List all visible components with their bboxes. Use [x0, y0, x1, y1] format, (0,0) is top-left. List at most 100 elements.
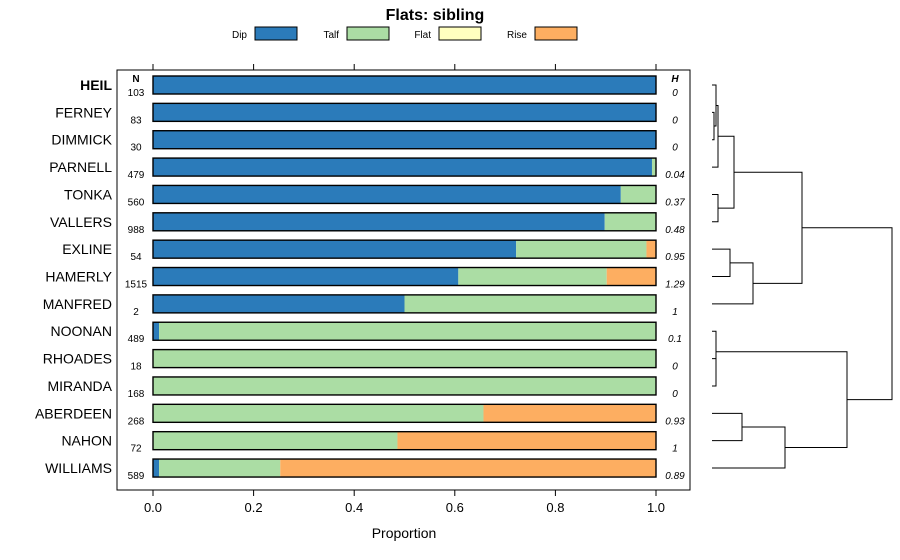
bar-segment-exline-rise — [646, 240, 656, 259]
dendrogram-link-13 — [802, 227, 893, 401]
row-h-rhoades: 0 — [672, 362, 678, 373]
bar-outline-manfred — [152, 294, 657, 314]
bar-outline-noonan — [152, 321, 657, 341]
dendrogram-link-7 — [734, 171, 803, 284]
legend-swatch-flat — [438, 26, 482, 41]
top-axis-ticks — [152, 64, 657, 70]
row-parnell: PARNELL 479 0.04 — [49, 157, 685, 181]
dendrogram-link-2 — [712, 193, 719, 223]
row-n-vallers: 988 — [128, 225, 145, 236]
dendrogram — [712, 84, 893, 469]
row-noonan: NOONAN 489 0.1 — [51, 321, 682, 345]
bar-segment-exline-dip — [153, 240, 517, 259]
dendrogram-link-3 — [712, 105, 719, 168]
row-exline: EXLINE 54 0.95 — [62, 239, 685, 263]
legend-label-talf: Talf — [323, 30, 339, 41]
dendrogram-link-4 — [718, 135, 735, 209]
bar-segment-hamerly-dip — [153, 267, 459, 286]
bar-segment-heil-dip — [153, 76, 656, 94]
bar-segment-dimmick-dip — [153, 130, 656, 149]
row-manfred: MANFRED 2 1 — [43, 294, 678, 318]
legend-swatch-rise — [534, 26, 578, 41]
legend-swatch-talf — [346, 26, 390, 41]
legend-label-flat: Flat — [414, 30, 431, 41]
bar-outline-vallers — [152, 212, 657, 232]
bar-segment-noonan-talf — [159, 322, 656, 341]
row-h-hamerly: 1.29 — [665, 280, 685, 291]
x-tick-label-1: 0.2 — [245, 500, 263, 515]
bar-segment-vallers-talf — [604, 212, 656, 231]
bar-segment-tonka-dip — [153, 185, 621, 204]
row-n-nahon: 72 — [130, 444, 142, 455]
row-hamerly: HAMERLY 1515 1.29 — [45, 266, 685, 291]
row-label-exline: EXLINE — [62, 241, 112, 257]
bar-outline-nahon — [152, 430, 657, 451]
bar-outline-aberdeen — [152, 403, 657, 424]
row-h-nahon: 1 — [672, 444, 678, 455]
bar-outline-tonka — [152, 184, 657, 205]
row-n-rhoades: 18 — [130, 362, 142, 373]
bar-outline-ferney — [152, 102, 657, 123]
row-nahon: NAHON 72 1 — [61, 430, 678, 455]
bar-segment-nahon-rise — [397, 431, 656, 450]
bar-segment-parnell-dip — [153, 158, 652, 177]
legend: Dip Talf Flat Rise — [232, 26, 578, 41]
bar-segment-tonka-talf — [620, 185, 656, 204]
x-tick-label-2: 0.4 — [345, 500, 363, 515]
row-n-tonka: 560 — [128, 197, 145, 208]
row-h-ferney: 0 — [672, 115, 678, 126]
legend-swatch-dip — [254, 26, 298, 41]
x-axis: 0.0 0.2 0.4 0.6 0.8 1.0 — [144, 490, 665, 515]
row-aberdeen: ABERDEEN 268 0.93 — [35, 403, 685, 427]
row-label-williams: WILLIAMS — [45, 460, 112, 476]
bar-segment-williams-dip — [153, 459, 160, 478]
bar-segment-aberdeen-rise — [483, 404, 656, 423]
bar-segment-aberdeen-talf — [153, 404, 484, 423]
legend-label-dip: Dip — [232, 30, 247, 41]
row-h-dimmick: 0 — [672, 143, 678, 154]
row-label-miranda: MIRANDA — [47, 378, 112, 394]
row-label-ferney: FERNEY — [55, 104, 112, 120]
row-label-parnell: PARNELL — [49, 159, 112, 175]
row-label-heil: HEIL — [80, 77, 112, 93]
bar-outline-williams — [152, 458, 657, 478]
row-n-manfred: 2 — [133, 307, 139, 318]
bar-outline-parnell — [152, 157, 657, 177]
x-axis-label: Proportion — [372, 525, 437, 541]
dendrogram-link-12 — [716, 351, 848, 449]
row-h-parnell: 0.04 — [665, 170, 685, 181]
dendrogram-link-11 — [712, 426, 786, 469]
x-tick-label-3: 0.6 — [446, 500, 464, 515]
bar-segment-noonan-dip — [153, 322, 160, 341]
bar-segment-nahon-talf — [153, 431, 398, 450]
bar-segment-miranda-talf — [153, 376, 656, 395]
dendrogram-link-10 — [712, 412, 743, 442]
row-n-hamerly: 1515 — [125, 280, 148, 291]
row-williams: WILLIAMS 589 0.89 — [45, 458, 685, 482]
row-label-hamerly: HAMERLY — [45, 269, 112, 285]
bar-segment-parnell-talf — [651, 158, 656, 177]
row-label-vallers: VALLERS — [50, 214, 112, 230]
chart-title: Flats: sibling — [386, 7, 485, 24]
legend-label-rise: Rise — [507, 30, 527, 41]
plot-frame — [116, 69, 691, 491]
bar-rows: HEIL 103 0 FERNEY 83 0 DIMMICK 30 0 PARNELL 479 0.0… — [35, 75, 685, 482]
row-n-noonan: 489 — [128, 334, 145, 345]
dendrogram-link-8 — [712, 358, 717, 387]
bar-segment-exline-talf — [516, 240, 647, 259]
row-tonka: TONKA 560 0.37 — [64, 184, 685, 208]
dendrogram-link-5 — [712, 248, 731, 278]
row-rhoades: RHOADES 18 0 — [43, 348, 678, 373]
row-n-exline: 54 — [130, 252, 142, 263]
dendrogram-link-6 — [712, 262, 754, 305]
row-h-tonka: 0.37 — [665, 197, 685, 208]
bar-outline-dimmick — [152, 130, 657, 150]
row-dimmick: DIMMICK 30 0 — [51, 130, 678, 154]
h-column-header: H — [671, 74, 679, 85]
bar-outline-miranda — [152, 376, 657, 396]
x-tick-label-0: 0.0 — [144, 500, 162, 515]
dendrogram-link-0 — [712, 111, 715, 141]
bar-segment-williams-talf — [159, 459, 281, 478]
row-n-parnell: 479 — [128, 170, 145, 181]
x-tick-label-5: 1.0 — [647, 500, 665, 515]
